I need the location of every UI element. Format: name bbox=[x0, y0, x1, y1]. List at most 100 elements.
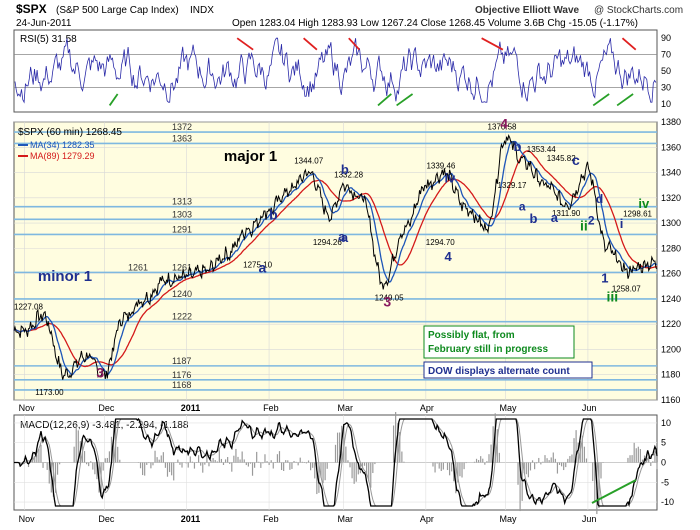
dow-note: DOW displays alternate count bbox=[428, 366, 570, 377]
month-tick-label: Nov bbox=[19, 514, 36, 524]
rsi-divergence-green bbox=[108, 93, 119, 106]
volume-label: Volume bbox=[488, 18, 522, 29]
rsi-tick-label: 70 bbox=[661, 50, 671, 60]
level-label: 1222 bbox=[172, 312, 192, 322]
rsi-divergence-marks bbox=[108, 37, 637, 107]
rsi-tick-label: 10 bbox=[661, 99, 671, 109]
wave-label: a bbox=[551, 210, 559, 225]
price-label: 1344.07 bbox=[294, 156, 323, 165]
month-tick-label: 2011 bbox=[181, 514, 201, 524]
rsi-tick-label: 30 bbox=[661, 82, 671, 92]
rsi-divergence-green bbox=[592, 93, 610, 107]
wave-label: 1 bbox=[601, 270, 608, 285]
price-xaxis: Nov Dec 2011 Feb Mar Apr May Jun bbox=[19, 403, 597, 413]
flat-note-line2: February still in progress bbox=[428, 344, 548, 355]
wave-label: b bbox=[269, 206, 278, 222]
month-tick-label: Apr bbox=[420, 403, 434, 413]
flat-note-box bbox=[423, 325, 575, 359]
wave-label: ii bbox=[580, 218, 588, 234]
high-value: 1283.93 bbox=[322, 18, 359, 29]
symbol: $SPX bbox=[16, 2, 47, 16]
open-value: 1283.04 bbox=[259, 18, 296, 29]
price-label: 1329.17 bbox=[498, 181, 527, 190]
price-label: 1173.00 bbox=[35, 388, 64, 397]
rsi-line bbox=[14, 37, 657, 104]
close-label: Close bbox=[421, 18, 447, 29]
level-label-1261: 1261 bbox=[128, 262, 148, 272]
rsi-divergence-red bbox=[303, 37, 318, 51]
rsi-divergence-red bbox=[236, 37, 254, 51]
price-line bbox=[13, 133, 658, 380]
month-tick-label: 2011 bbox=[181, 403, 201, 413]
wave-label: b bbox=[529, 211, 537, 226]
level-label: 1303 bbox=[172, 209, 192, 219]
open-label: Open bbox=[232, 18, 256, 29]
rsi-grid bbox=[14, 54, 657, 88]
rsi-tick-label: 50 bbox=[661, 66, 671, 76]
symbol-name: (S&P 500 Large Cap Index) bbox=[56, 5, 179, 16]
low-label: Low bbox=[360, 18, 379, 29]
month-tick-label: Nov bbox=[19, 403, 36, 413]
level-label: 1291 bbox=[172, 224, 192, 234]
month-tick-label: Jun bbox=[582, 514, 597, 524]
month-tick-label: Feb bbox=[263, 514, 279, 524]
wave-label: 3 bbox=[96, 364, 104, 380]
level-label: 1176 bbox=[172, 370, 191, 380]
price-tick-label: 1380 bbox=[661, 117, 681, 127]
month-tick-label: May bbox=[500, 403, 518, 413]
rsi-path bbox=[14, 37, 657, 104]
level-label: 1261 bbox=[172, 262, 192, 272]
price-yaxis: 1160 1180 1200 1220 1240 1260 1280 1300 1320 1340… bbox=[661, 117, 681, 405]
exchange: INDX bbox=[190, 5, 214, 16]
price-label: 1294.26 bbox=[313, 238, 342, 247]
wave-label: a bbox=[338, 229, 346, 244]
month-tick-label: May bbox=[500, 514, 518, 524]
price-tick-label: 1200 bbox=[661, 344, 681, 354]
price-label: 1294.70 bbox=[426, 238, 455, 247]
copyright: @ StockCharts.com bbox=[594, 5, 683, 16]
high-label: High bbox=[298, 18, 319, 29]
price-label: 1370.58 bbox=[488, 122, 517, 131]
rsi-yaxis: 10 30 50 70 90 bbox=[661, 33, 671, 109]
wave-label: b bbox=[514, 139, 522, 154]
rsi-divergence-green bbox=[377, 93, 392, 107]
month-tick-label: Feb bbox=[263, 403, 279, 413]
wave-label: 4 bbox=[500, 115, 508, 131]
macd-tick-label: -5 bbox=[661, 477, 669, 487]
price-tick-label: 1340 bbox=[661, 168, 681, 178]
date: 24-Jun-2011 bbox=[16, 18, 72, 29]
wave-label: iv bbox=[638, 196, 650, 211]
price-tick-label: 1320 bbox=[661, 193, 681, 203]
macd-xaxis: Nov Dec 2011 Feb Mar Apr May Jun bbox=[19, 514, 597, 524]
rsi-divergence-red bbox=[621, 37, 637, 51]
price-tick-label: 1160 bbox=[661, 395, 680, 405]
wave-label: d bbox=[596, 192, 603, 206]
price-tick-label: 1260 bbox=[661, 269, 681, 279]
price-label: 1275.10 bbox=[243, 261, 272, 270]
ma34-line bbox=[13, 140, 658, 376]
macd-yaxis: -10 -5 0 5 10 bbox=[661, 418, 674, 507]
ohlc-line: Open 1283.04 High 1283.93 Low 1267.24 Cl… bbox=[232, 18, 638, 29]
price-tick-label: 1300 bbox=[661, 218, 681, 228]
macd-tick-label: 5 bbox=[661, 438, 666, 448]
wave-label: b bbox=[341, 162, 349, 177]
wave-label: c bbox=[572, 152, 580, 168]
level-label: 1168 bbox=[172, 380, 191, 390]
month-tick-label: Dec bbox=[98, 403, 115, 413]
wave-label: a bbox=[341, 230, 349, 245]
rsi-divergence-green bbox=[616, 93, 634, 107]
rsi-title: RSI(5) 31.58 bbox=[20, 34, 77, 45]
wave-label: a bbox=[258, 259, 266, 275]
low-value: 1267.24 bbox=[382, 18, 419, 29]
price-label: 1311.90 bbox=[552, 209, 581, 218]
ma34-path bbox=[13, 140, 658, 376]
month-tick-label: Apr bbox=[420, 514, 434, 524]
month-tick-label: Mar bbox=[337, 514, 353, 524]
level-label: 1363 bbox=[172, 133, 192, 143]
price-label: 1332.28 bbox=[334, 170, 363, 179]
level-label: 1240 bbox=[172, 289, 192, 299]
price-label: 1249.05 bbox=[375, 293, 404, 302]
chg-value: -15.05 (-1.17%) bbox=[569, 18, 638, 29]
wave-label: iv bbox=[444, 171, 456, 186]
